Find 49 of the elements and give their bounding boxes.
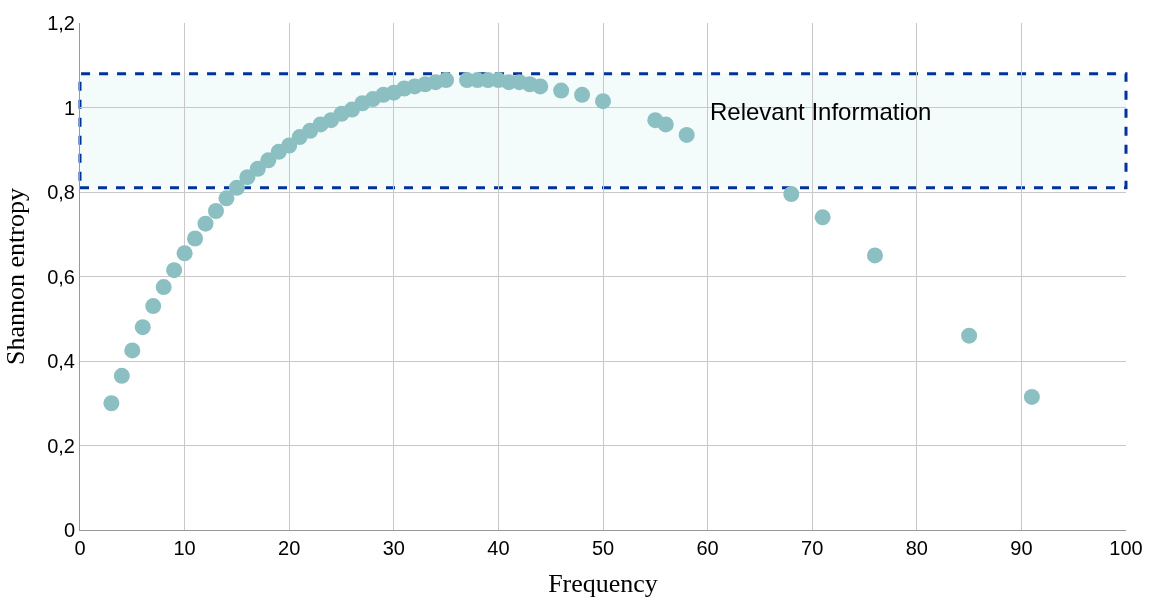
- point: [1023, 388, 1040, 405]
- point: [113, 367, 130, 384]
- point: [553, 82, 570, 99]
- x-tick-label: 40: [487, 537, 510, 559]
- point: [595, 93, 611, 110]
- point: [187, 230, 204, 247]
- point: [783, 186, 800, 203]
- band-label: Relevant Information: [710, 98, 932, 125]
- point: [103, 395, 120, 412]
- x-tick-label: 20: [278, 537, 301, 559]
- point: [134, 319, 151, 336]
- y-tick-label: 0,8: [47, 181, 75, 203]
- point: [197, 215, 214, 232]
- point: [438, 72, 455, 89]
- y-tick-label: 0,6: [47, 265, 75, 288]
- x-tick-label: 80: [905, 537, 928, 559]
- y-axis-title: Shannon entropy: [0, 188, 30, 365]
- point: [228, 179, 245, 196]
- point: [207, 203, 224, 219]
- point: [218, 190, 235, 207]
- x-tick-label: 100: [1109, 537, 1143, 559]
- point: [574, 86, 591, 103]
- point: [814, 209, 831, 226]
- point: [145, 298, 162, 315]
- y-tick-label: 0: [63, 519, 75, 541]
- y-tick-label: 1,2: [47, 12, 75, 34]
- point: [239, 169, 256, 186]
- x-tick-label: 10: [173, 537, 196, 559]
- point: [155, 279, 172, 296]
- x-tick-label: 60: [696, 537, 719, 559]
- point: [176, 245, 193, 262]
- x-axis-title: Frequency: [548, 568, 658, 598]
- point: [124, 342, 141, 359]
- point: [260, 152, 277, 169]
- point: [249, 160, 266, 177]
- point: [532, 78, 549, 95]
- point: [866, 247, 883, 264]
- y-tick-label: 0,4: [47, 350, 75, 372]
- y-tick-label: 1: [63, 96, 75, 119]
- x-tick-label: 30: [382, 537, 405, 559]
- point: [678, 126, 695, 143]
- point: [657, 116, 674, 133]
- point: [281, 137, 298, 154]
- x-tick-label: 70: [801, 537, 824, 559]
- y-tick-label: 0,2: [47, 434, 75, 457]
- x-tick-label: 90: [1010, 537, 1033, 559]
- point: [166, 262, 183, 279]
- x-tick-label: 50: [591, 537, 615, 559]
- point: [961, 327, 978, 344]
